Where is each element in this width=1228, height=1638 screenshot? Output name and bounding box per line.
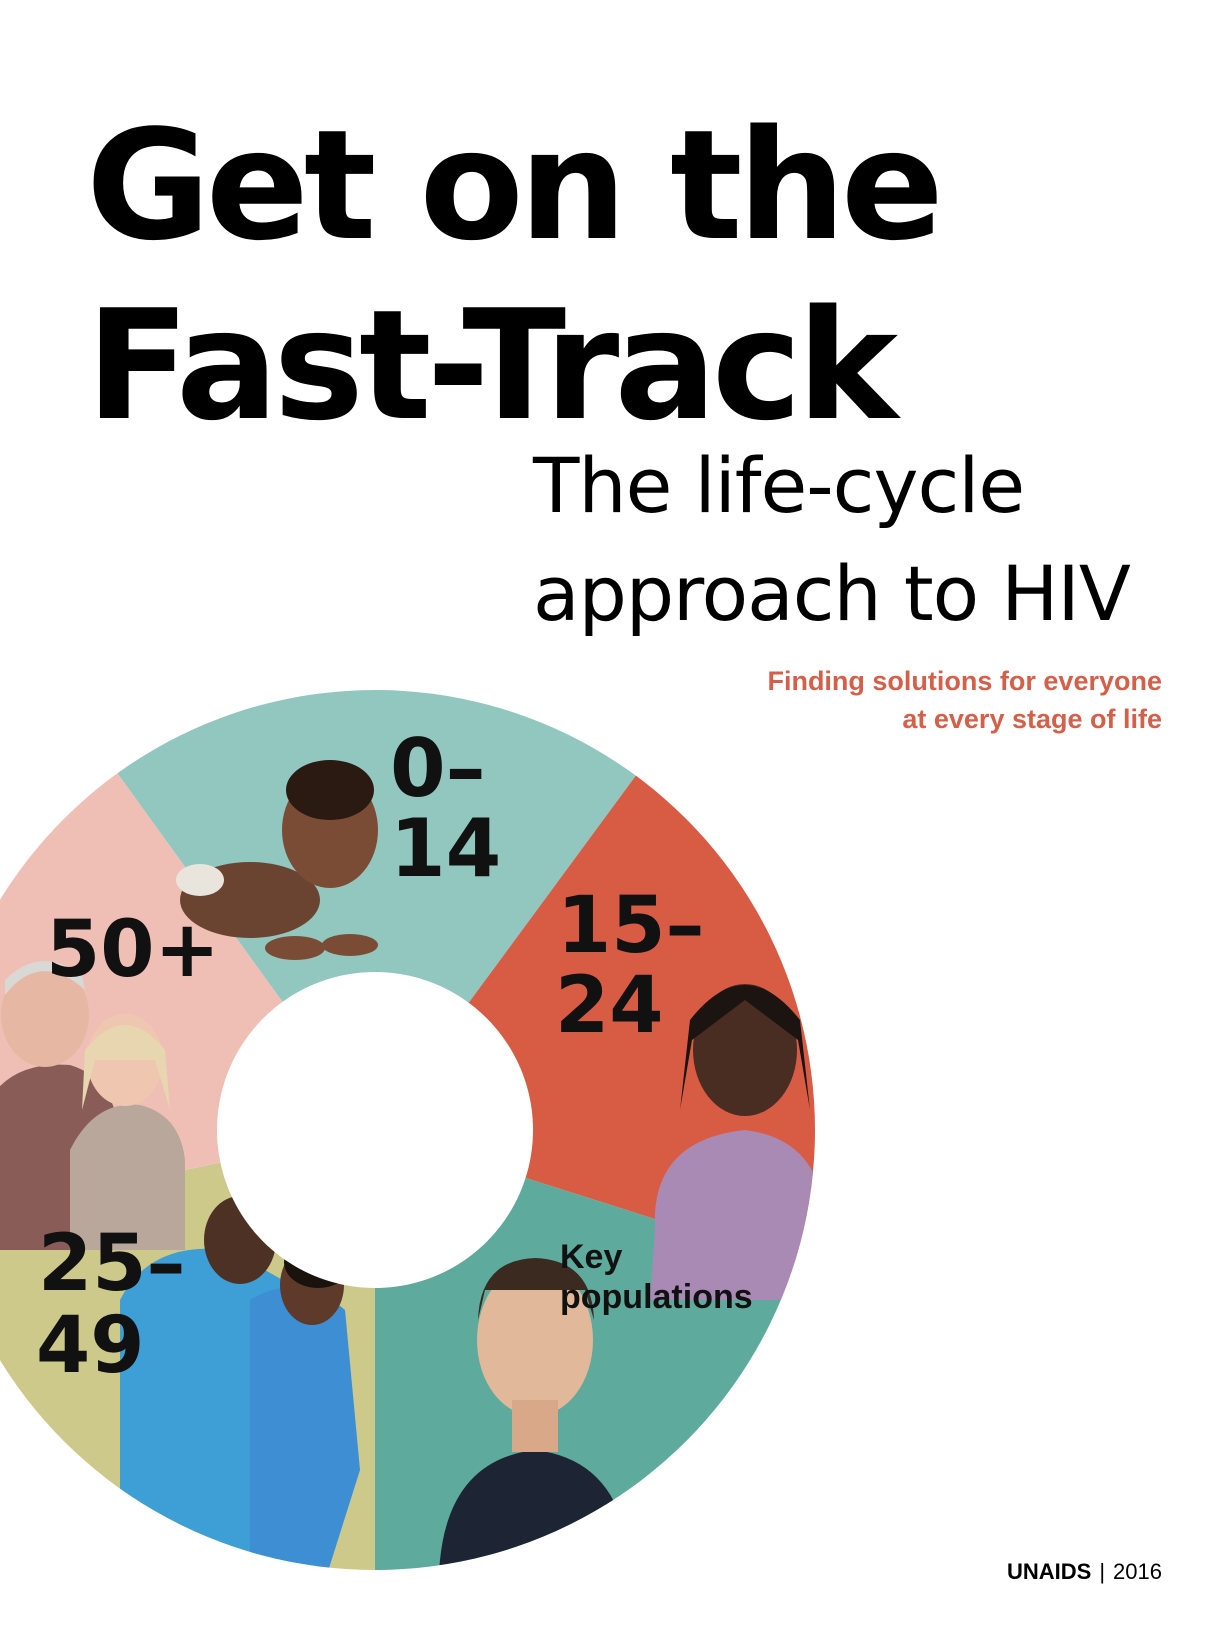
segment-label-key-populations-line-2: populations [560, 1278, 753, 1316]
segment-label-older: 50+ [46, 905, 220, 995]
segment-children [115, 690, 640, 1130]
title-line-1: Get on the [86, 97, 944, 274]
segment-label-youth-line-1: 15– [557, 881, 705, 971]
segment-label-children-line-2: 14 [390, 802, 501, 895]
title-line-2: Fast-Track [86, 277, 898, 454]
tagline-line-2: at every stage of life [902, 704, 1162, 734]
baby-figure [176, 760, 378, 960]
tagline: Finding solutions for everyone at every … [767, 662, 1162, 738]
subtitle-line-2: approach to HIV [533, 549, 1131, 638]
footer: UNAIDS | 2016 [1007, 1558, 1162, 1586]
segment-label-youth-line-2: 24 [555, 961, 664, 1051]
elderly-couple-figure [0, 961, 185, 1250]
segment-label-key-populations-line-1: Key [560, 1238, 622, 1276]
subtitle: The life-cycle approach to HIV [533, 432, 1131, 648]
segment-label-adults-line-2: 49 [36, 1301, 145, 1391]
segment-label-adults-line-1: 25– [38, 1219, 186, 1309]
segment-label-children-line-1: 0– [390, 722, 486, 815]
page-title: Get on the Fast-Track [86, 96, 944, 456]
tagline-line-1: Finding solutions for everyone [767, 666, 1162, 696]
footer-year: 2016 [1113, 1559, 1162, 1584]
footer-separator: | [1099, 1559, 1106, 1584]
footer-org: UNAIDS [1006, 1559, 1092, 1584]
subtitle-line-1: The life-cycle [533, 441, 1025, 530]
teen-figure [650, 984, 815, 1300]
